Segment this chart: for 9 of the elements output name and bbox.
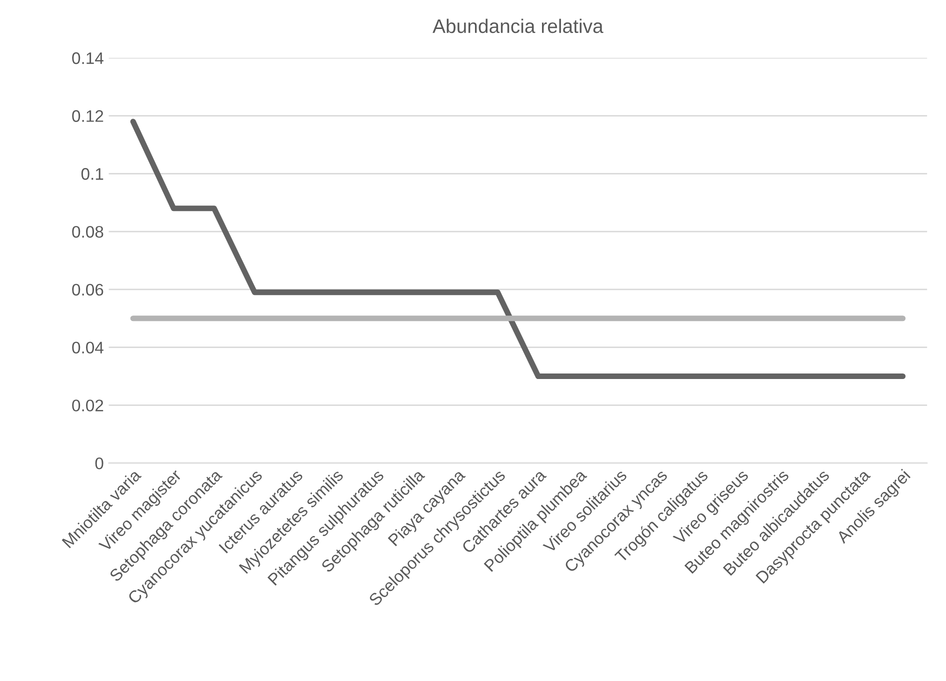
chart-title: Abundancia relativa xyxy=(432,18,604,34)
y-tick-label: 0.1 xyxy=(81,168,104,180)
y-tick-label: 0 xyxy=(95,457,104,470)
y-tick-label: 0.06 xyxy=(72,284,104,296)
y-tick-label: 0.08 xyxy=(72,226,104,238)
y-tick-label: 0.12 xyxy=(72,110,104,122)
y-tick-label: 0.14 xyxy=(72,52,104,64)
y-tick-label: 0.02 xyxy=(72,400,104,412)
y-tick-label: 0.04 xyxy=(72,342,104,354)
